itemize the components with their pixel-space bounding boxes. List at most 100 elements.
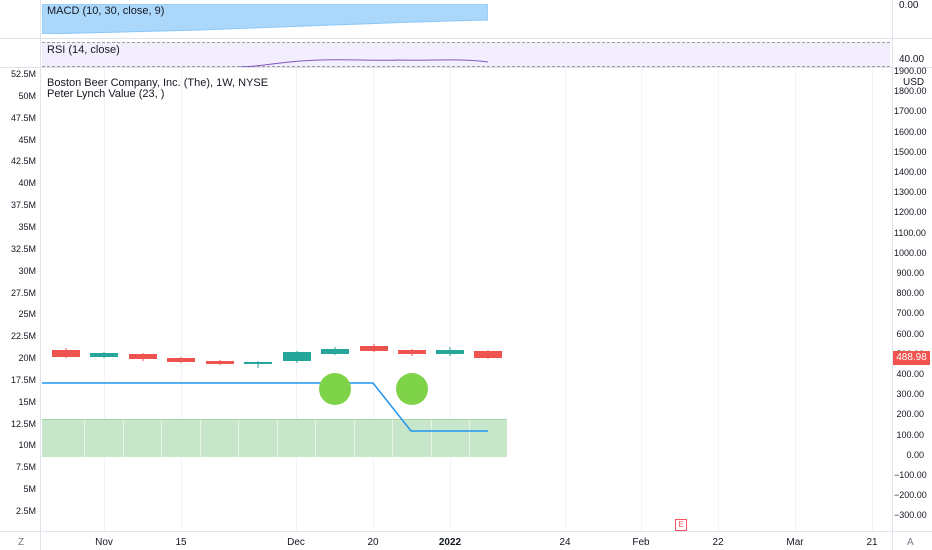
time-axis-label: Dec xyxy=(287,537,305,548)
grid-line xyxy=(795,68,796,531)
right-axis-label: −100.00 xyxy=(894,470,927,480)
left-axis-label: 20M xyxy=(18,353,36,364)
rsi-band xyxy=(42,42,890,67)
time-axis-label: 22 xyxy=(712,537,724,548)
left-axis-label: 12.5M xyxy=(10,418,36,429)
right-axis-label: 600.00 xyxy=(896,328,924,339)
right-axis-label: 100.00 xyxy=(896,429,924,440)
right-axis-label: 900.00 xyxy=(896,268,924,278)
price-chart[interactable] xyxy=(40,68,890,531)
candle xyxy=(167,358,195,362)
rsi-pane[interactable]: RSI (14, close) 40.00 xyxy=(0,39,932,67)
volume-area xyxy=(42,419,507,457)
right-axis-label: 1900.00 xyxy=(894,66,927,76)
right-axis-label: 1800.00 xyxy=(894,86,927,97)
last-price-badge: 488.98 xyxy=(893,351,930,365)
macd-title[interactable]: MACD (10, 30, close, 9) xyxy=(47,5,165,17)
right-axis-label: 1400.00 xyxy=(894,167,927,177)
grid-line xyxy=(718,68,719,531)
right-axis-label: 1300.00 xyxy=(894,187,927,198)
time-axis-border xyxy=(0,531,932,532)
left-axis-label: 5M xyxy=(23,484,36,495)
candle xyxy=(244,362,272,364)
candle xyxy=(360,346,388,351)
right-axis-label: 800.00 xyxy=(896,288,924,299)
indicator-title[interactable]: Peter Lynch Value (23, ) xyxy=(47,88,165,100)
rsi-axis-value: 40.00 xyxy=(899,54,925,65)
grid-line xyxy=(296,68,297,531)
grid-line xyxy=(450,68,451,531)
right-axis-label: 700.00 xyxy=(896,308,924,319)
left-axis-label: 15M xyxy=(18,396,36,407)
candle xyxy=(283,352,311,361)
left-axis-label: 2.5M xyxy=(15,506,36,516)
pane-divider[interactable] xyxy=(0,38,932,39)
signal-marker xyxy=(319,373,351,405)
symbol-title[interactable]: Boston Beer Company, Inc. (The), 1W, NYS… xyxy=(47,77,269,89)
left-axis-label: 7.5M xyxy=(15,462,36,473)
macd-pane[interactable]: MACD (10, 30, close, 9) 0.00 xyxy=(0,0,932,38)
left-axis-label: 30M xyxy=(18,265,36,276)
right-axis-label: 0.00 xyxy=(906,449,924,460)
time-axis-label: Mar xyxy=(786,537,804,548)
left-axis-label: 22.5M xyxy=(10,331,36,342)
right-axis-label: 400.00 xyxy=(896,369,924,379)
right-axis-label: −300.00 xyxy=(894,510,927,521)
signal-marker xyxy=(396,373,428,405)
right-axis-label: 200.00 xyxy=(896,409,924,420)
grid-line xyxy=(373,68,374,531)
grid-line xyxy=(641,68,642,531)
rsi-title[interactable]: RSI (14, close) xyxy=(47,44,120,56)
currency-label: USD xyxy=(903,77,925,88)
time-axis-label: 21 xyxy=(866,537,878,548)
left-axis-border xyxy=(40,0,41,550)
left-axis-label: 40M xyxy=(18,178,36,189)
left-axis-label: 37.5M xyxy=(10,200,36,211)
right-axis-label: 1600.00 xyxy=(894,126,927,137)
left-axis-label: 52.5M xyxy=(10,69,36,79)
right-axis-label: −200.00 xyxy=(894,490,927,501)
grid-line xyxy=(181,68,182,531)
right-axis-label: 1100.00 xyxy=(894,227,926,238)
macd-area xyxy=(42,4,488,34)
time-axis-label: Nov xyxy=(95,537,113,548)
candle xyxy=(206,361,234,364)
left-axis-label: 27.5M xyxy=(10,287,36,298)
peter-lynch-line xyxy=(42,382,488,432)
time-axis-label: 15 xyxy=(175,537,187,548)
candle xyxy=(474,351,502,358)
time-axis-label: 20 xyxy=(367,537,379,548)
main-pane[interactable]: Boston Beer Company, Inc. (The), 1W, NYS… xyxy=(0,68,932,531)
right-axis-border xyxy=(892,0,893,550)
auto-scale-toggle[interactable]: A xyxy=(907,537,914,548)
left-axis-label: 42.5M xyxy=(10,156,36,167)
left-axis-label: 50M xyxy=(18,90,36,101)
candle xyxy=(398,350,426,354)
pane-divider[interactable] xyxy=(0,67,932,68)
left-axis-label: 25M xyxy=(18,309,36,320)
right-axis-label: 1000.00 xyxy=(894,247,927,258)
left-axis-label: 45M xyxy=(18,134,36,145)
right-axis-label: 1500.00 xyxy=(894,146,927,157)
left-axis-label: 17.5M xyxy=(10,374,36,385)
candle xyxy=(436,350,464,354)
grid-line xyxy=(872,68,873,531)
left-axis-label: 47.5M xyxy=(10,112,36,123)
macd-axis-value: 0.00 xyxy=(899,0,919,11)
zoom-toggle[interactable]: Z xyxy=(18,537,25,548)
candle xyxy=(321,349,349,354)
right-axis-label: 1700.00 xyxy=(894,106,927,117)
grid-line xyxy=(104,68,105,531)
earnings-marker[interactable]: E xyxy=(675,519,687,531)
time-axis-label: 24 xyxy=(559,537,571,548)
candle xyxy=(52,350,80,357)
time-axis-label: 2022 xyxy=(438,537,462,548)
time-axis-label: Feb xyxy=(632,537,650,548)
candle xyxy=(90,353,118,357)
left-axis-label: 10M xyxy=(18,440,36,451)
left-axis-label: 32.5M xyxy=(10,243,36,254)
right-axis-label: 1200.00 xyxy=(894,207,927,218)
right-axis-label: 300.00 xyxy=(896,389,924,400)
candle xyxy=(129,354,157,359)
candles xyxy=(52,344,502,368)
